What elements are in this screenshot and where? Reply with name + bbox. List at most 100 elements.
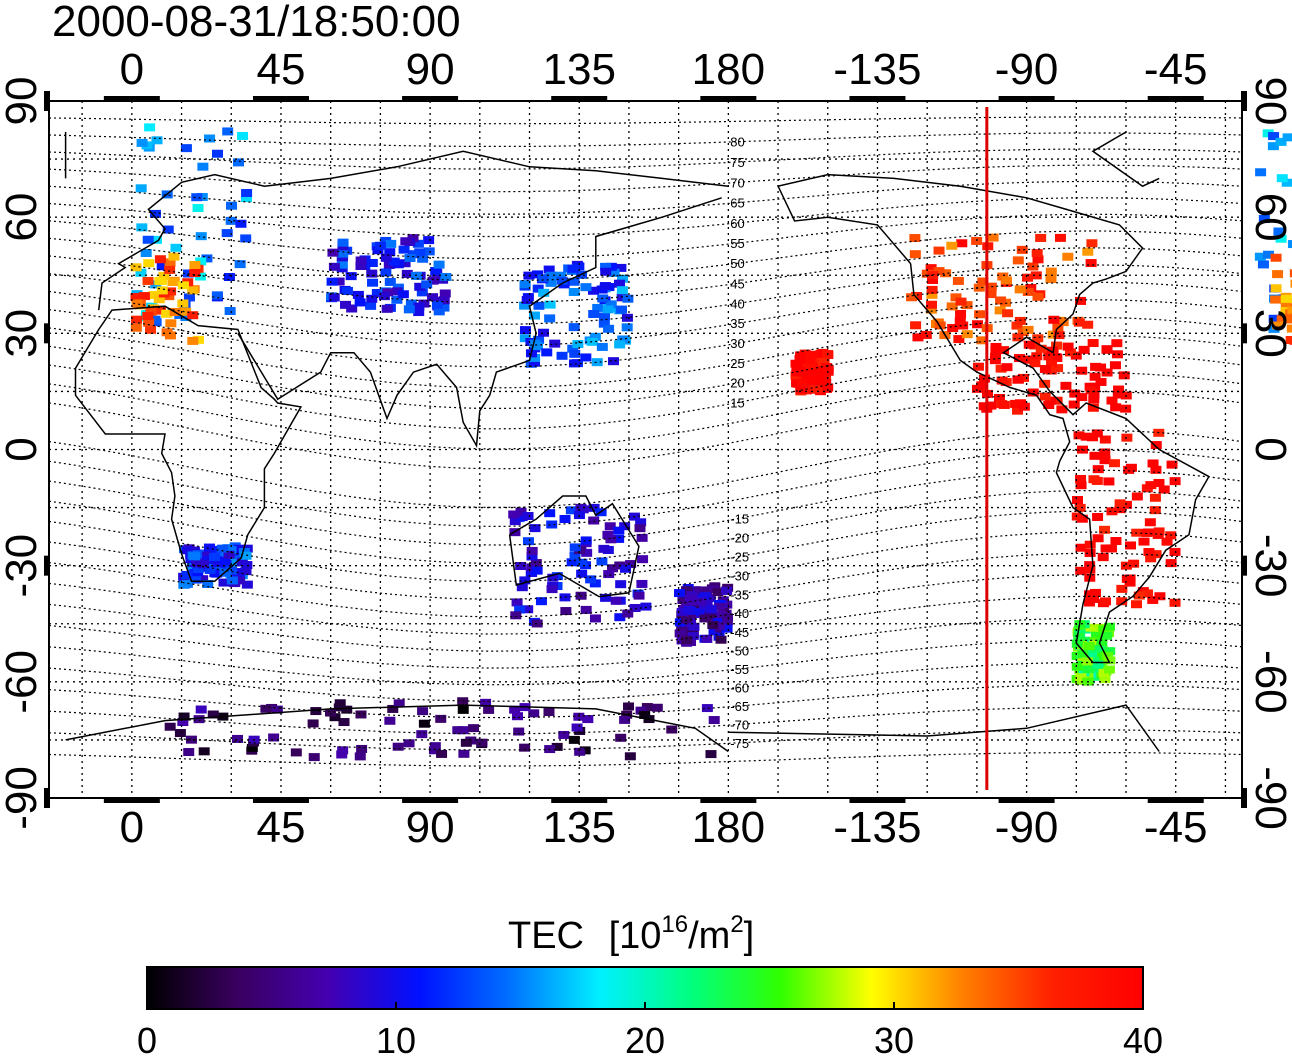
tec-cell	[529, 311, 541, 320]
tec-cell	[1103, 622, 1115, 631]
tec-region-pacific-hawaii	[790, 348, 834, 396]
tec-cell	[1068, 400, 1080, 409]
y-tick-label-right: -60	[1246, 650, 1292, 714]
tec-cell	[268, 733, 280, 742]
tec-cell	[961, 330, 973, 339]
tec-cell	[705, 605, 717, 614]
tec-cell	[204, 565, 216, 574]
tec-cell	[142, 276, 154, 285]
tec-cell	[365, 301, 377, 310]
tec-cell	[511, 712, 523, 721]
tec-cell	[189, 269, 201, 278]
geomag-contour	[48, 510, 1243, 582]
tec-cell	[290, 748, 302, 757]
tec-cell	[189, 552, 201, 561]
tec-cell	[582, 715, 594, 724]
tec-cell	[177, 718, 189, 727]
tec-cell	[1099, 448, 1111, 457]
tec-cell	[271, 705, 283, 714]
coastline	[237, 197, 722, 449]
tec-cell	[183, 748, 195, 757]
tec-cell	[792, 362, 804, 371]
tec-cell	[130, 263, 142, 272]
tec-cell	[551, 742, 563, 751]
tec-cell	[136, 138, 148, 147]
geomag-contour	[48, 531, 1243, 600]
tec-cell	[384, 716, 396, 725]
tec-cell	[337, 746, 349, 755]
geomag-contour	[48, 752, 1243, 767]
tec-cell	[1141, 589, 1153, 598]
colorbar-tick-label: 30	[874, 1020, 914, 1057]
tec-cell	[211, 149, 223, 158]
tec-cell	[998, 346, 1010, 355]
tec-cell	[1169, 477, 1181, 486]
tec-cell	[204, 134, 216, 143]
tec-cell	[521, 295, 533, 304]
tec-cell	[701, 704, 713, 713]
tec-cell	[588, 309, 600, 318]
tec-cell	[1002, 309, 1014, 318]
tec-cell	[580, 536, 592, 545]
tec-cell	[599, 282, 611, 291]
tec-cell	[181, 570, 193, 579]
tec-cell	[1289, 269, 1292, 278]
tec-region-australia	[508, 503, 652, 628]
tec-cell	[580, 605, 592, 614]
tec-cell	[684, 594, 696, 603]
y-tick-label-left: 60	[0, 193, 46, 242]
tec-cell	[690, 586, 702, 595]
tec-cell	[1074, 503, 1086, 512]
tec-cell	[355, 256, 367, 265]
y-tick-label-left: 0	[0, 437, 46, 461]
x-tick-label-bottom: -135	[833, 803, 921, 852]
tec-cell	[933, 246, 945, 255]
tec-cell	[195, 257, 207, 266]
tec-cell	[1114, 505, 1126, 514]
tec-cell	[602, 305, 614, 314]
tec-cell	[1051, 396, 1063, 405]
tec-cell	[946, 241, 958, 250]
tec-cell	[1012, 375, 1024, 384]
tec-cell	[207, 710, 219, 719]
tec-cell	[1014, 316, 1026, 325]
tec-cell	[990, 342, 1002, 351]
tec-cell	[568, 287, 580, 296]
tec-cell	[1088, 475, 1100, 484]
geomag-contour	[48, 180, 1243, 215]
tec-cell	[130, 293, 142, 302]
tec-cell	[1110, 537, 1122, 546]
tec-cell	[404, 254, 416, 263]
coastlines	[64, 131, 1210, 753]
geomag-label: -25	[730, 550, 749, 565]
tec-cell	[1273, 227, 1285, 236]
tec-cell	[1047, 330, 1059, 339]
x-tick-label-top: 135	[543, 45, 616, 94]
tec-cell	[1082, 665, 1094, 674]
tec-cell	[352, 290, 364, 299]
y-tick-label-right: 90	[1246, 77, 1292, 126]
tec-cell	[224, 307, 236, 316]
tec-cell	[546, 520, 558, 529]
tec-cell	[1084, 548, 1096, 557]
tec-cell	[165, 287, 177, 296]
tec-cell	[683, 605, 695, 614]
tec-cell	[791, 368, 803, 377]
tec-cell	[164, 258, 176, 267]
tec-cell	[211, 291, 223, 300]
tec-cell	[196, 192, 208, 201]
tec-cell	[971, 384, 983, 393]
tec-cell	[1110, 403, 1122, 412]
y-tick-label-right: 30	[1246, 309, 1292, 358]
tec-cell	[1111, 350, 1123, 359]
tec-cell	[164, 331, 176, 340]
tec-cell	[192, 204, 204, 213]
tec-cell	[994, 306, 1006, 315]
tec-cell	[1086, 239, 1098, 248]
tec-cell	[568, 735, 580, 744]
tec-cell	[571, 723, 583, 732]
colorbar-tick-label: 10	[376, 1020, 416, 1057]
tec-cell	[1268, 132, 1280, 141]
tec-cell	[1050, 353, 1062, 362]
tec-cell	[519, 576, 531, 585]
